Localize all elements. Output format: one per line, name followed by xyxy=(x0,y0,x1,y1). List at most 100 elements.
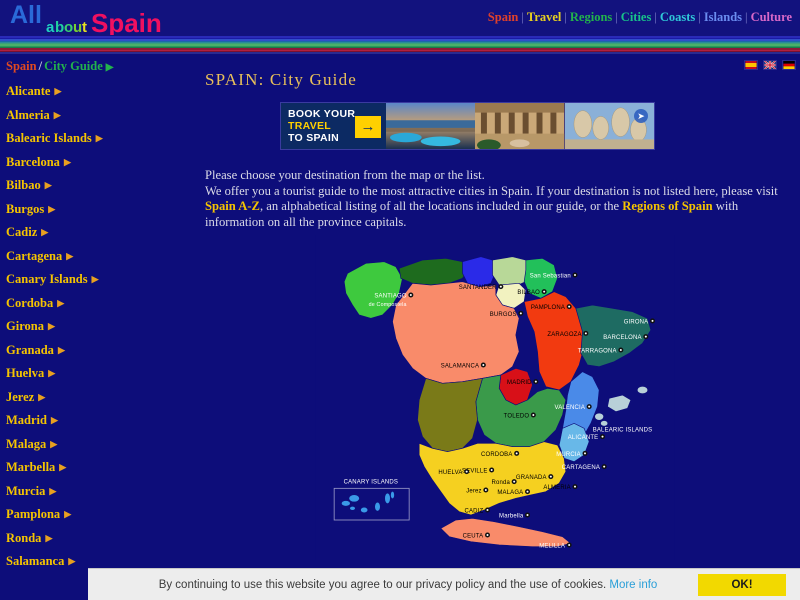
top-navigation[interactable]: Spain | Travel | Regions | Cities | Coasts | Islan… xyxy=(488,10,792,25)
map-city-pamplona[interactable]: PAMPLONA xyxy=(531,304,572,311)
inset-island[interactable] xyxy=(385,493,390,504)
map-region-asturias[interactable] xyxy=(398,257,468,286)
sidebar-item-almeria[interactable]: Almeria ▶ xyxy=(0,104,190,128)
banner-arrow-icon[interactable]: → xyxy=(355,116,381,138)
breadcrumb[interactable]: Spain / City Guide ▶ xyxy=(6,59,113,74)
map-city-granada[interactable]: GRANADA xyxy=(516,474,554,481)
map-region-cantabria[interactable] xyxy=(462,256,497,288)
map-city-santiago[interactable]: SANTIAGO de Compostela xyxy=(369,292,414,308)
banner-photo-gaudi[interactable]: ➤ xyxy=(564,103,654,149)
sidebar-item-ronda[interactable]: Ronda ▶ xyxy=(0,527,190,551)
map-region-navarra[interactable] xyxy=(523,257,558,299)
nav-item-cities[interactable]: Cities xyxy=(620,10,652,24)
map-city-zaragoza[interactable]: ZARAGOZA xyxy=(547,330,589,338)
sidebar-item-girona[interactable]: Girona ▶ xyxy=(0,315,190,339)
map-city-salamanca[interactable]: SALAMANCA xyxy=(441,362,486,370)
canary-islands-inset[interactable]: CANARY ISLANDS xyxy=(333,479,410,521)
inset-island[interactable] xyxy=(350,506,355,510)
inset-island[interactable] xyxy=(349,495,360,502)
sidebar-item-cordoba[interactable]: Cordoba ▶ xyxy=(0,292,190,316)
link-spain-az[interactable]: Spain A-Z xyxy=(205,199,260,213)
map-city-marbella[interactable]: Marbella xyxy=(499,512,530,520)
sidebar-item-granada[interactable]: Granada ▶ xyxy=(0,339,190,363)
map-city-burgos[interactable]: BURGOS xyxy=(490,310,524,318)
inset-island[interactable] xyxy=(360,507,368,513)
map-city-markers[interactable]: SANTIAGO de Compostela SANTANDER BILBAO San … xyxy=(369,272,655,550)
map-region-baleares[interactable] xyxy=(607,394,632,413)
sidebar-item-pamplona[interactable]: Pamplona ▶ xyxy=(0,503,190,527)
nav-item-travel[interactable]: Travel xyxy=(526,10,562,24)
map-city-malaga[interactable]: MALAGA xyxy=(497,489,530,496)
site-logo[interactable]: All a b o u t Spain xyxy=(6,1,186,35)
sidebar-item-huelva[interactable]: Huelva ▶ xyxy=(0,362,190,386)
map-city-cadiz[interactable]: CADIZ xyxy=(465,507,490,515)
sidebar-item-malaga[interactable]: Malaga ▶ xyxy=(0,433,190,457)
nav-item-regions[interactable]: Regions xyxy=(569,10,613,24)
flag-uk-icon[interactable] xyxy=(763,60,777,70)
nav-item-spain[interactable]: Spain xyxy=(487,10,519,24)
map-city-madrid[interactable]: MADRID xyxy=(507,379,539,386)
banner-photo-beach[interactable] xyxy=(386,103,476,149)
map-region-baleares-islet[interactable] xyxy=(600,420,608,426)
inset-island[interactable] xyxy=(341,500,350,506)
map-region-baleares-islet[interactable] xyxy=(595,413,604,420)
nav-item-islands[interactable]: Islands xyxy=(703,10,743,24)
map-region-catalonia[interactable] xyxy=(575,304,652,368)
city-sidebar[interactable]: Alicante ▶ Almeria ▶ Balearic Islands ▶ Barcel… xyxy=(0,80,190,580)
map-city-girona[interactable]: GIRONA xyxy=(624,318,655,325)
map-city-san-sebastian[interactable]: San Sebastian xyxy=(530,272,578,280)
sidebar-item-alicante[interactable]: Alicante ▶ xyxy=(0,80,190,104)
breadcrumb-current[interactable]: City Guide xyxy=(44,59,103,73)
banner-cta[interactable]: BOOK YOUR TRAVEL TO SPAIN → xyxy=(281,103,386,149)
flag-spain-icon[interactable] xyxy=(744,60,758,70)
sidebar-item-burgos[interactable]: Burgos ▶ xyxy=(0,198,190,222)
cookie-more-info-link[interactable]: More info xyxy=(609,578,658,591)
map-city-bilbao[interactable]: BILBAO xyxy=(517,289,547,296)
sidebar-item-balearic-islands[interactable]: Balearic Islands ▶ xyxy=(0,127,190,151)
map-city-murcia[interactable]: MURCIA xyxy=(556,450,588,458)
sidebar-item-barcelona[interactable]: Barcelona ▶ xyxy=(0,151,190,175)
inset-island[interactable] xyxy=(390,491,395,499)
link-regions-of-spain[interactable]: Regions of Spain xyxy=(622,199,713,213)
map-region-baleares-islet[interactable] xyxy=(637,386,648,394)
travel-banner[interactable]: BOOK YOUR TRAVEL TO SPAIN → xyxy=(280,102,655,150)
sidebar-item-cartagena[interactable]: Cartagena ▶ xyxy=(0,245,190,269)
map-city-jerez[interactable]: Jerez xyxy=(466,487,489,495)
map-region-galicia[interactable] xyxy=(343,261,403,319)
map-region-aragon[interactable] xyxy=(523,291,585,391)
map-city-melilla[interactable]: MELILLA xyxy=(539,542,572,550)
map-region-castilla_leon[interactable] xyxy=(392,281,520,384)
map-city-valencia[interactable]: VALENCIA xyxy=(555,404,592,411)
map-city-ronda[interactable]: Ronda xyxy=(492,479,517,486)
map-regions[interactable] xyxy=(343,256,652,547)
sidebar-item-canary-islands[interactable]: Canary Islands ▶ xyxy=(0,268,190,292)
language-flags[interactable] xyxy=(744,60,796,70)
map-city-tarragona[interactable]: TARRAGONA xyxy=(578,347,624,355)
map-city-barcelona[interactable]: BARCELONA xyxy=(603,334,649,341)
flag-germany-icon[interactable] xyxy=(782,60,796,70)
sidebar-item-bilbao[interactable]: Bilbao ▶ xyxy=(0,174,190,198)
map-region-andalucia[interactable] xyxy=(418,441,567,516)
map-region-extremadura[interactable] xyxy=(417,377,483,453)
sidebar-item-salamanca[interactable]: Salamanca ▶ xyxy=(0,550,190,574)
cookie-banner[interactable]: By continuing to use this website you ag… xyxy=(88,568,800,600)
map-city-santander[interactable]: SANTANDER xyxy=(459,284,504,291)
map-city-alicante[interactable]: ALICANTE xyxy=(568,434,605,441)
cookie-ok-button[interactable]: OK! xyxy=(698,573,786,596)
map-city-huelva[interactable]: HUELVA xyxy=(438,469,470,476)
spain-map[interactable]: SANTIAGO de Compostela SANTANDER BILBAO San … xyxy=(195,235,795,560)
map-city-cordoba[interactable]: CORDOBA xyxy=(481,450,520,458)
map-city-toledo[interactable]: TOLEDO xyxy=(504,412,536,420)
map-city-ceuta[interactable]: CEUTA xyxy=(463,532,490,540)
inset-island[interactable] xyxy=(375,502,380,511)
banner-photo-alhambra[interactable] xyxy=(475,103,565,149)
map-region-castilla_mancha[interactable] xyxy=(475,374,567,447)
sidebar-item-jerez[interactable]: Jerez ▶ xyxy=(0,386,190,410)
sidebar-item-madrid[interactable]: Madrid ▶ xyxy=(0,409,190,433)
map-city-cartagena[interactable]: CARTAGENA xyxy=(562,464,607,471)
sidebar-item-marbella[interactable]: Marbella ▶ xyxy=(0,456,190,480)
map-city-almeria[interactable]: ALMERIA xyxy=(543,484,578,491)
nav-item-coasts[interactable]: Coasts xyxy=(659,10,696,24)
breadcrumb-root[interactable]: Spain xyxy=(6,59,37,73)
sidebar-item-murcia[interactable]: Murcia ▶ xyxy=(0,480,190,504)
